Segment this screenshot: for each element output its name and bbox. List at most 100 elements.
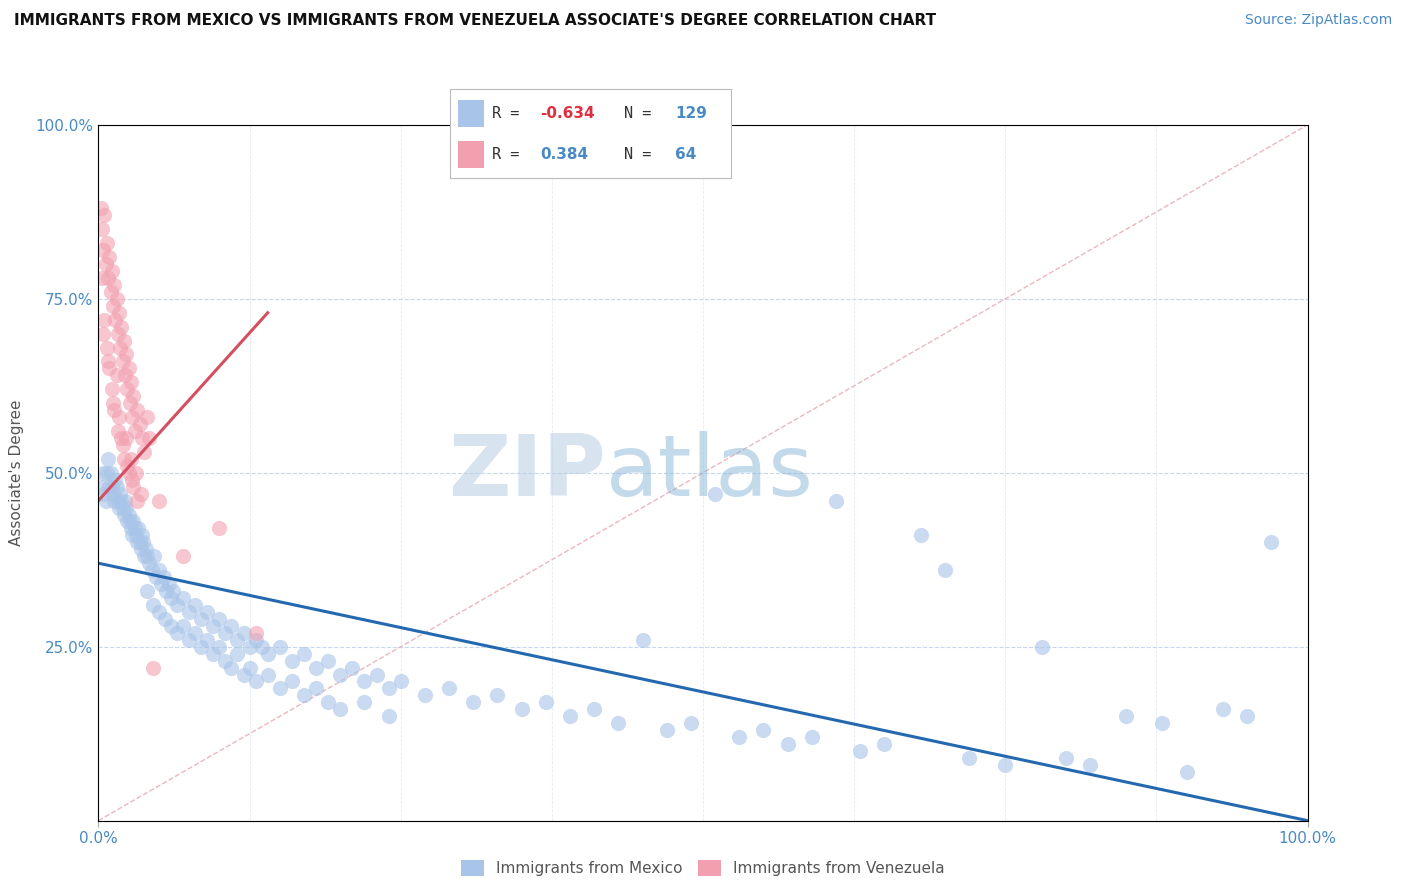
- Point: [121, 410, 143, 425]
- Point: [100, 285, 122, 299]
- Point: [377, 681, 399, 696]
- Point: [114, 368, 136, 383]
- Point: [329, 702, 352, 716]
- Point: [135, 549, 157, 564]
- Y-axis label: Associate's Degree: Associate's Degree: [10, 400, 24, 546]
- Point: [96, 341, 118, 355]
- Point: [103, 403, 125, 417]
- Point: [118, 515, 141, 529]
- Point: [679, 716, 702, 731]
- Point: [208, 612, 231, 626]
- Point: [118, 508, 141, 522]
- Point: [873, 737, 896, 751]
- Point: [115, 431, 138, 445]
- Point: [107, 493, 129, 508]
- Point: [195, 605, 218, 619]
- Point: [117, 382, 139, 396]
- Point: [98, 250, 121, 264]
- Point: [353, 674, 375, 689]
- Point: [105, 480, 128, 494]
- Point: [463, 695, 485, 709]
- Point: [91, 466, 114, 480]
- Point: [111, 438, 134, 452]
- Point: [105, 368, 128, 383]
- Point: [190, 640, 212, 654]
- Point: [281, 654, 304, 668]
- Point: [125, 528, 148, 542]
- Point: [93, 486, 115, 500]
- Point: [957, 751, 980, 765]
- Point: [160, 619, 183, 633]
- Point: [366, 667, 388, 681]
- Point: [94, 493, 117, 508]
- Point: [108, 500, 131, 515]
- Text: R =: R =: [492, 147, 537, 161]
- Point: [121, 528, 143, 542]
- Point: [129, 486, 152, 500]
- Point: [583, 702, 606, 716]
- Point: [122, 389, 145, 403]
- Point: [107, 424, 129, 438]
- Point: [292, 647, 315, 661]
- Point: [141, 563, 163, 577]
- Text: 129: 129: [675, 106, 707, 120]
- Point: [134, 549, 156, 564]
- Point: [910, 528, 932, 542]
- Point: [226, 647, 249, 661]
- Point: [184, 625, 207, 640]
- Point: [752, 723, 775, 738]
- Point: [105, 292, 128, 306]
- Point: [112, 334, 135, 348]
- Point: [221, 660, 243, 674]
- Point: [100, 480, 122, 494]
- Point: [118, 466, 141, 480]
- Text: Source: ZipAtlas.com: Source: ZipAtlas.com: [1244, 13, 1392, 28]
- Point: [114, 493, 136, 508]
- Point: [172, 549, 194, 564]
- Point: [172, 619, 194, 633]
- Point: [124, 424, 146, 438]
- Point: [558, 709, 581, 723]
- Point: [143, 549, 166, 564]
- Point: [111, 500, 134, 515]
- Point: [152, 570, 174, 584]
- Point: [281, 674, 304, 689]
- Point: [377, 709, 399, 723]
- Point: [93, 312, 115, 326]
- Point: [1054, 751, 1077, 765]
- Point: [142, 660, 165, 674]
- Point: [305, 660, 328, 674]
- Point: [135, 584, 157, 599]
- Point: [132, 535, 155, 549]
- Point: [121, 473, 143, 487]
- Point: [101, 486, 124, 500]
- Point: [120, 451, 142, 466]
- Point: [104, 473, 127, 487]
- Point: [486, 689, 509, 703]
- Point: [208, 640, 231, 654]
- Point: [108, 410, 131, 425]
- Point: [437, 681, 460, 696]
- Point: [148, 563, 170, 577]
- Point: [256, 647, 278, 661]
- Point: [91, 326, 114, 341]
- Point: [655, 723, 678, 738]
- Point: [162, 584, 184, 599]
- Point: [100, 466, 122, 480]
- Point: [607, 716, 630, 731]
- Point: [1078, 758, 1101, 772]
- Point: [153, 612, 176, 626]
- Point: [120, 376, 142, 390]
- Point: [157, 577, 180, 591]
- Point: [208, 521, 231, 535]
- Point: [90, 202, 112, 216]
- Point: [120, 521, 142, 535]
- Point: [214, 625, 236, 640]
- Point: [131, 431, 153, 445]
- Point: [97, 354, 120, 368]
- Point: [108, 486, 131, 500]
- Legend: Immigrants from Mexico, Immigrants from Venezuela: Immigrants from Mexico, Immigrants from …: [456, 855, 950, 882]
- Point: [1031, 640, 1053, 654]
- Point: [117, 515, 139, 529]
- Point: [98, 480, 121, 494]
